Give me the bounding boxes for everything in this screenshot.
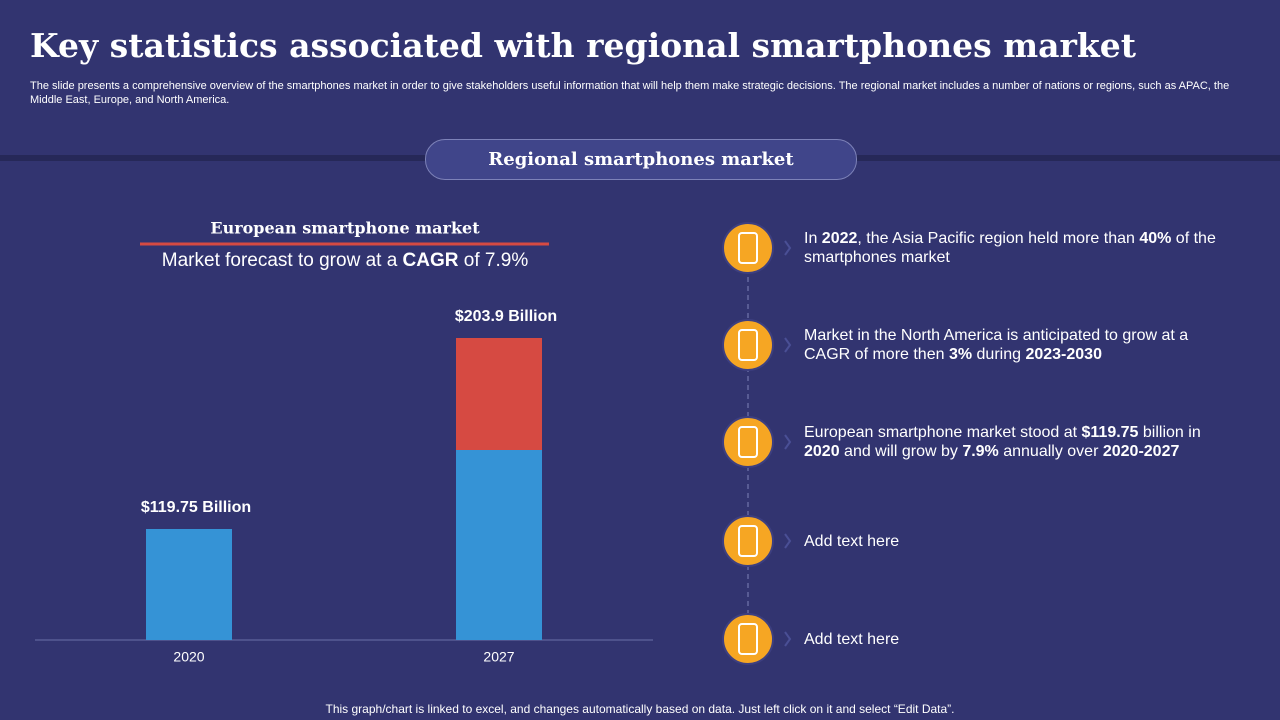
icon-circle	[722, 416, 774, 468]
icon-phone	[738, 426, 758, 458]
section-title: Regional smartphones market	[425, 139, 857, 180]
item-text: Market in the North America is anticipat…	[804, 326, 1224, 364]
chevron	[784, 631, 792, 647]
item-text: European smartphone market stood at $119…	[804, 423, 1224, 461]
page-title: Key statistics associated with regional …	[30, 26, 1136, 65]
text-run: 2020-2027	[1102, 443, 1180, 460]
text-run: , the Asia Pacific region held more than	[857, 230, 1140, 247]
icon-circle	[722, 222, 774, 274]
text-run: 2020	[804, 443, 840, 460]
item-text: Add text here	[804, 630, 1224, 649]
footer: This graph/chart is linked to excel, and…	[325, 702, 955, 716]
text-run: during	[972, 346, 1026, 363]
icon-circle	[722, 515, 774, 567]
text-run: Market in the North America is anticipat…	[804, 327, 1189, 363]
icon-phone	[738, 525, 758, 557]
icon-phone	[738, 232, 758, 264]
chevron	[784, 240, 792, 256]
item-text: In 2022, the Asia Pacific region held mo…	[804, 229, 1224, 267]
chevron	[784, 434, 792, 450]
icon-phone	[738, 623, 758, 655]
description: The slide presents a comprehensive overv…	[30, 80, 1230, 106]
chart-title: European smartphone market	[210, 219, 480, 238]
text-run: 2022	[821, 230, 858, 247]
bar-segment	[146, 529, 232, 640]
subtitle-run: of 7.9%	[459, 250, 529, 271]
text-run: of the smartphones market	[804, 230, 1216, 266]
bar-segment	[456, 338, 542, 450]
value-label: $203.9 Billion	[455, 308, 557, 325]
text-run: Add text here	[804, 630, 900, 648]
text-run: 2023-2030	[1025, 346, 1102, 363]
value-label: $119.75 Billion	[141, 499, 251, 516]
text-run: $119.75	[1081, 424, 1139, 441]
x-tick-label: 2020	[173, 649, 204, 665]
text-run: billion in	[1138, 424, 1201, 441]
icon-phone	[738, 329, 758, 361]
subtitle-run: Market forecast to grow at a	[162, 250, 403, 271]
x-tick-label: 2027	[483, 649, 514, 665]
chart-subtitle: Market forecast to grow at a CAGR of 7.9…	[162, 250, 529, 271]
bar-segment	[456, 450, 542, 640]
chevron	[784, 337, 792, 353]
icon-circle	[722, 319, 774, 371]
text-run: 3%	[948, 346, 973, 363]
text-run: Add text here	[804, 532, 900, 550]
icon-circle	[722, 613, 774, 665]
text-run: In	[804, 230, 822, 247]
item-text: Add text here	[804, 532, 1224, 551]
chevron	[784, 533, 792, 549]
subtitle-run: CAGR	[403, 250, 459, 271]
text-run: 7.9%	[962, 443, 999, 460]
text-run: 40%	[1139, 230, 1172, 247]
text-run: and will grow by	[839, 443, 963, 460]
text-run: annually over	[998, 443, 1103, 460]
text-run: European smartphone market stood at	[804, 424, 1082, 441]
